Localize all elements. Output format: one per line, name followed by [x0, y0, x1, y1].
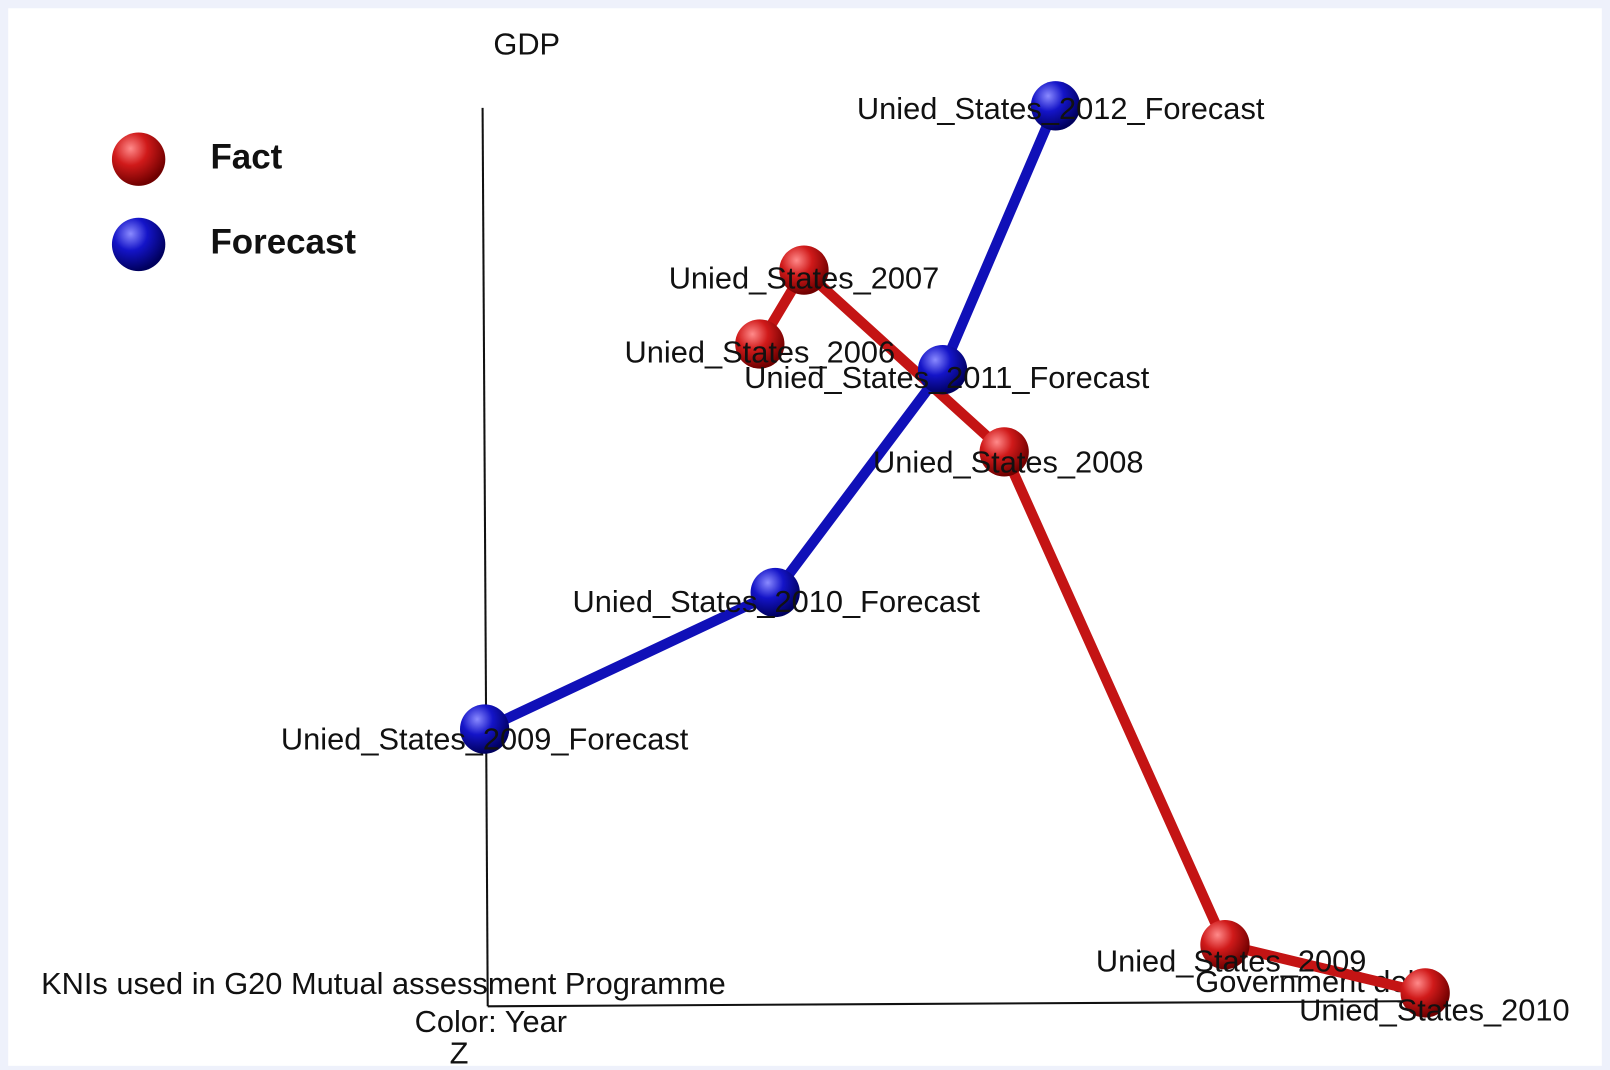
node-label: Unied_States_2010	[1299, 993, 1570, 1028]
x-axis	[487, 1000, 1417, 1008]
node-label: Unied_States_2006	[625, 334, 896, 369]
node	[735, 319, 785, 369]
subtitle: Color: Year	[415, 1004, 567, 1039]
node-label: Unied_States_2011_Forecast	[744, 360, 1150, 395]
title: KNIs used in G20 Mutual assessment Progr…	[41, 966, 726, 1001]
node-label: Unied_States_2007	[669, 260, 940, 295]
y-axis	[481, 107, 489, 1007]
node-label: Unied_States_2008	[873, 444, 1144, 479]
node	[750, 567, 800, 618]
node-label: Unied_States_2010_Forecast	[573, 584, 981, 619]
node	[979, 427, 1029, 477]
node	[460, 704, 510, 754]
y-axis-label: GDP	[493, 26, 560, 61]
labels: Unied_States_2006 Unied_States_2007 Unied_…	[281, 91, 1570, 1028]
legend-marker	[111, 217, 166, 272]
node	[917, 345, 968, 395]
node-label: Unied_States_2009	[1096, 943, 1367, 978]
node-label: Unied_States_2009_Forecast	[281, 722, 689, 757]
node	[1030, 81, 1081, 131]
node-label: Unied_States_2012_Forecast	[857, 91, 1265, 126]
series-line	[482, 103, 1061, 734]
node	[1200, 920, 1250, 970]
nodes	[460, 81, 1450, 1018]
node	[779, 245, 829, 295]
node	[1400, 968, 1450, 1018]
z-axis-label: Z	[450, 1036, 469, 1070]
legend-label: Forecast	[210, 223, 356, 262]
plot-background	[8, 8, 1602, 1066]
legend: Fact Forecast	[111, 132, 356, 272]
legend-marker	[111, 132, 166, 186]
legend-label: Fact	[210, 137, 282, 176]
